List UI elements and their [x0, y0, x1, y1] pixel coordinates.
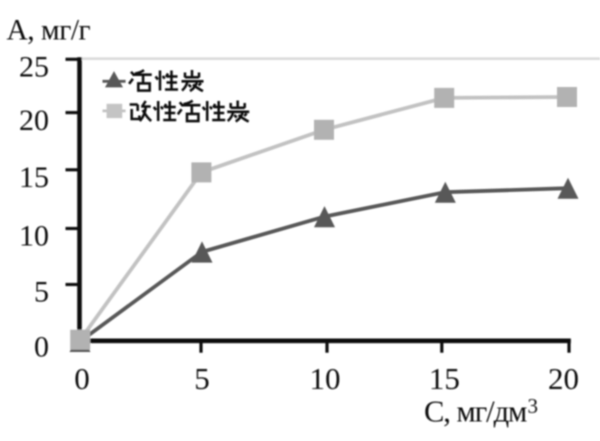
svg-text:5: 5 [34, 276, 49, 309]
svg-text:0: 0 [74, 361, 90, 396]
svg-text:5: 5 [194, 361, 210, 396]
svg-text:3: 3 [528, 394, 539, 418]
svg-text:А, мг/г: А, мг/г [7, 15, 91, 47]
svg-text:10: 10 [19, 220, 49, 253]
svg-text:25: 25 [19, 51, 49, 84]
svg-text:10: 10 [310, 361, 341, 396]
svg-text:С, мг/дм: С, мг/дм [424, 395, 527, 429]
svg-text:15: 15 [19, 161, 49, 194]
svg-text:20: 20 [548, 361, 579, 396]
svg-text:15: 15 [429, 361, 460, 396]
svg-text:0: 0 [34, 331, 49, 364]
svg-text:20: 20 [19, 104, 49, 137]
